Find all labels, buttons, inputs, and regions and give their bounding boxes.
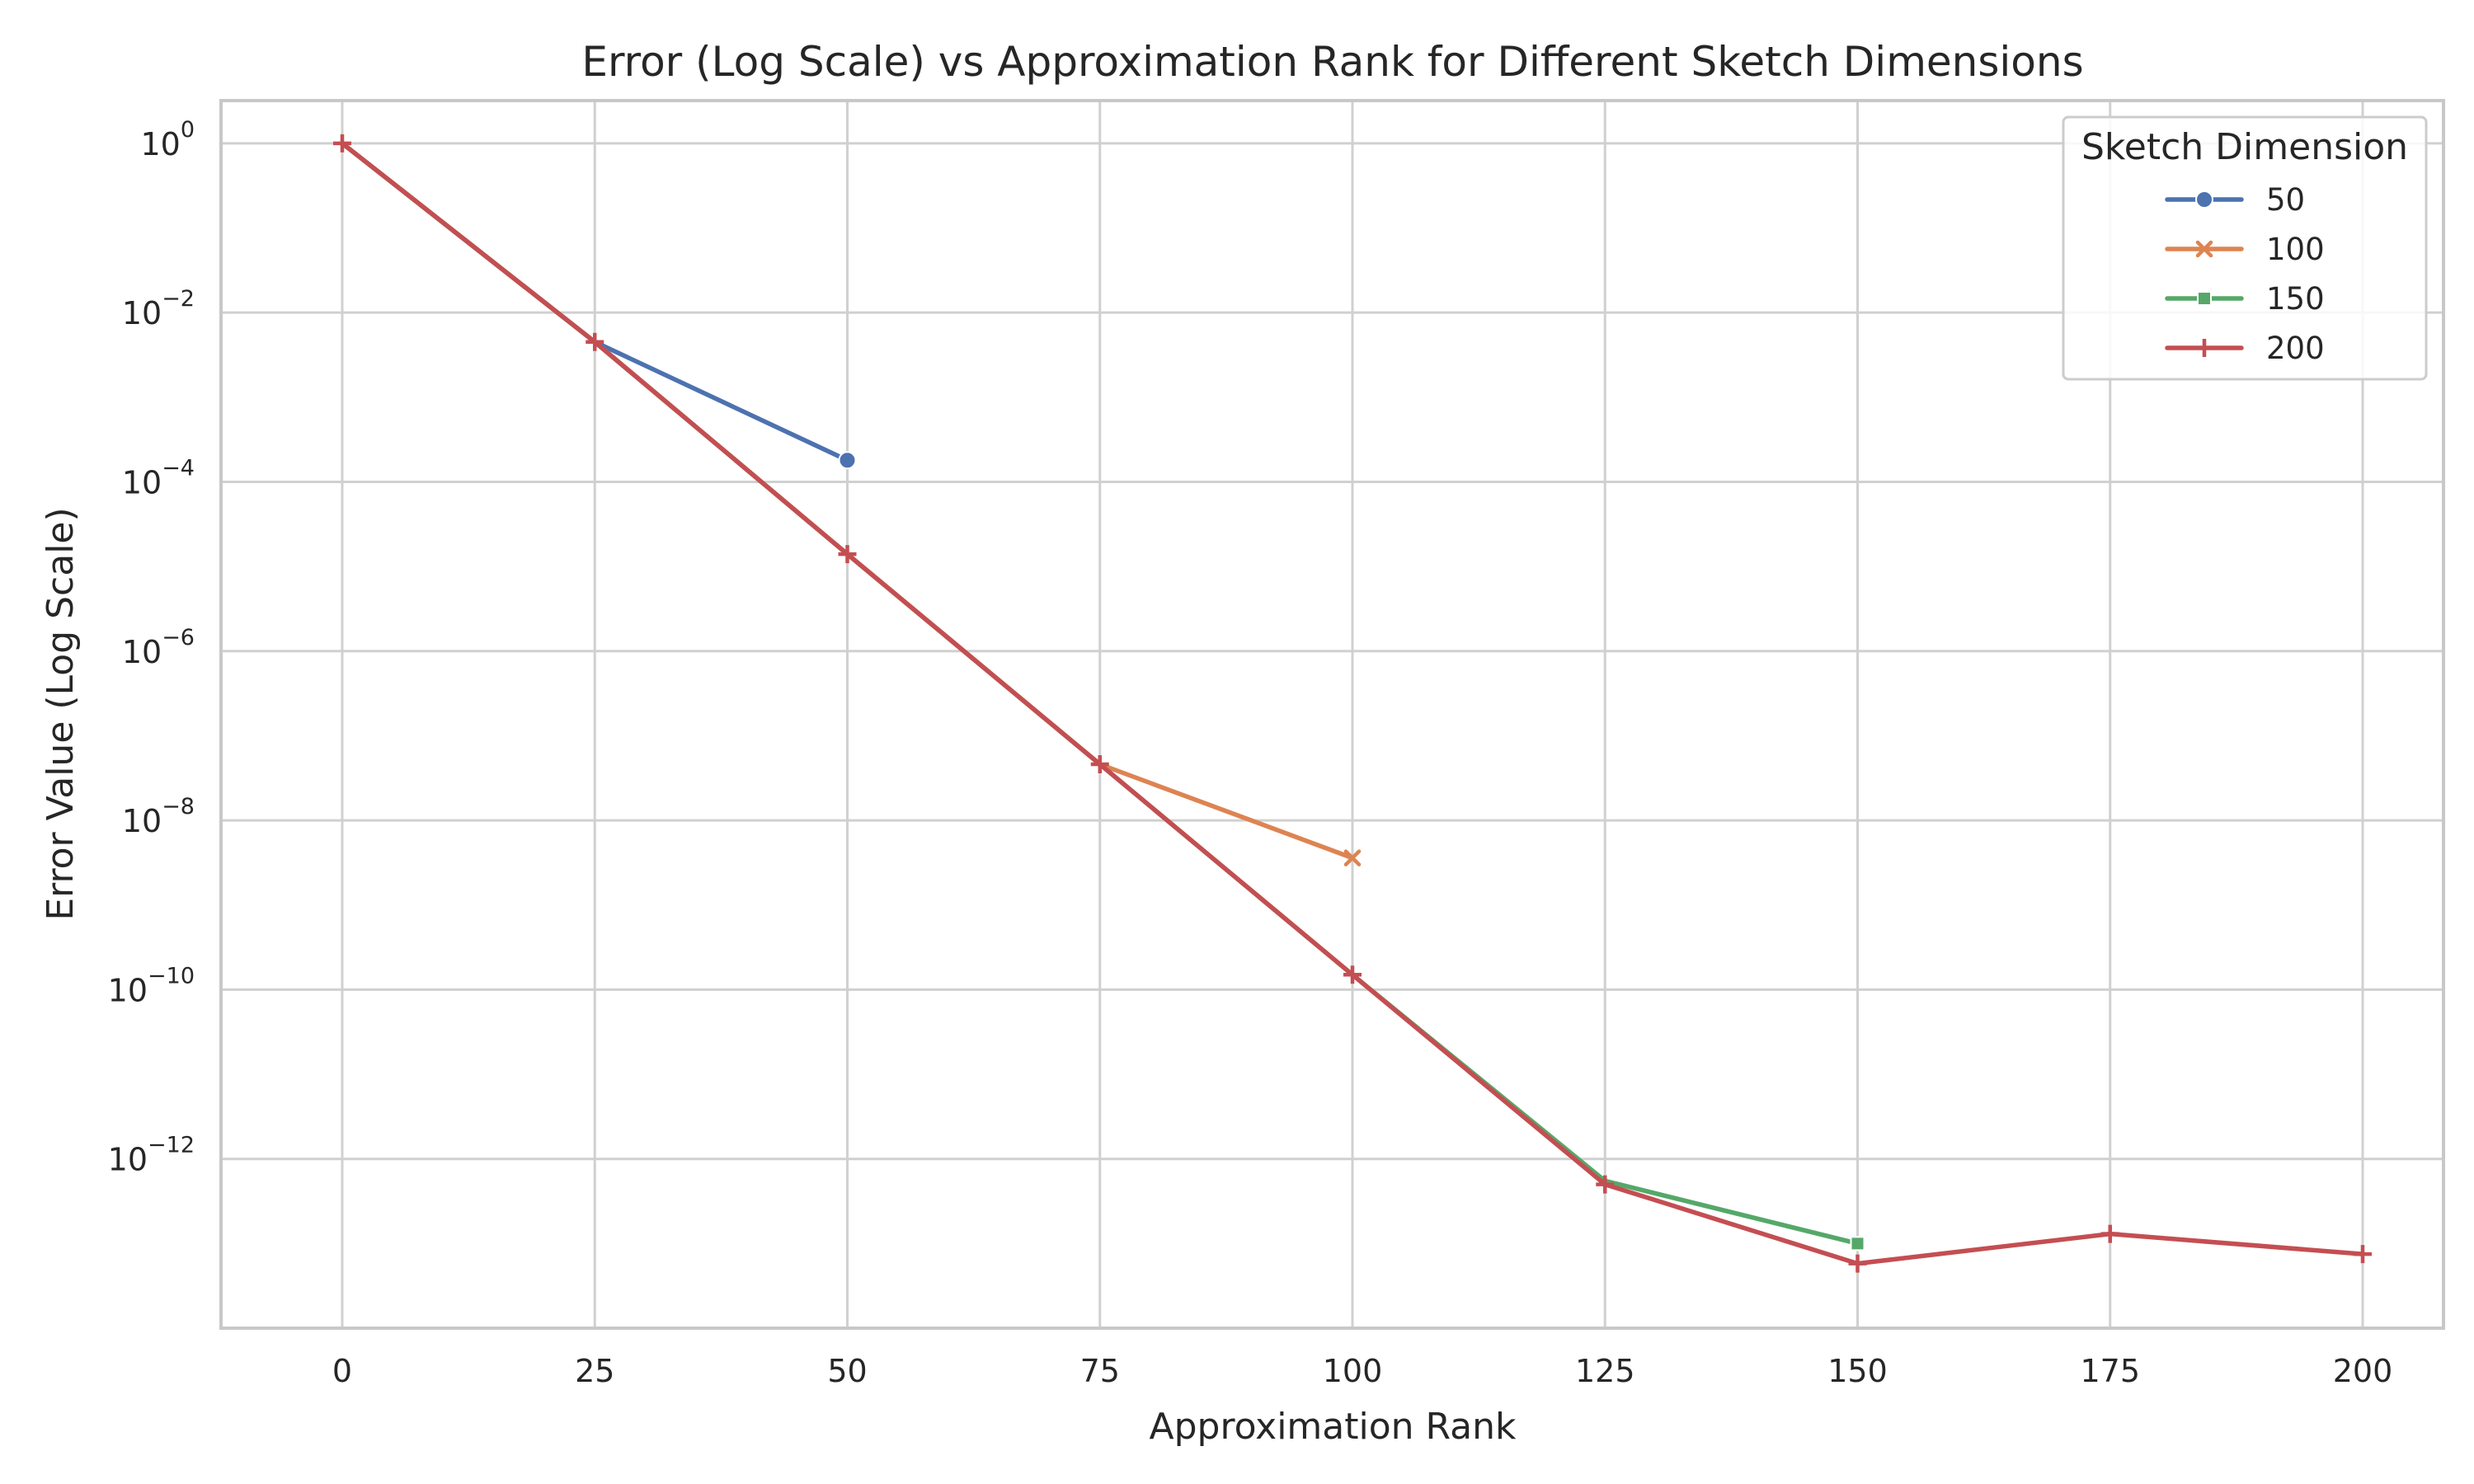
legend-entry-150: 150	[2165, 281, 2325, 317]
legend-box	[2062, 115, 2428, 381]
x-tick-label: 175	[2080, 1353, 2140, 1389]
x-tick-label: 0	[332, 1353, 352, 1389]
data-point-200	[1596, 1175, 1615, 1194]
data-point-200	[1090, 755, 1109, 774]
data-point-200	[1848, 1254, 1867, 1273]
chart-title: Error (Log Scale) vs Approximation Rank …	[581, 38, 2083, 86]
legend-title: Sketch Dimension	[2081, 126, 2408, 168]
legend-marker	[2197, 291, 2212, 306]
y-tick-label: 10−8	[122, 794, 195, 839]
plot-frame	[219, 99, 2445, 1330]
data-point-150	[1850, 1236, 1865, 1252]
series-200	[333, 134, 2372, 1273]
y-tick-label: 10−10	[108, 963, 195, 1008]
legend-label: 150	[2266, 281, 2325, 317]
legend-entries: 50 100 150 200	[2165, 182, 2325, 366]
data-point-200	[1343, 965, 1362, 984]
legend-label: 50	[2266, 182, 2305, 218]
x-tick-label: 25	[575, 1353, 614, 1389]
data-point-200	[838, 545, 857, 564]
x-tick-label: 125	[1575, 1353, 1635, 1389]
legend-entry-100: 100	[2165, 232, 2325, 267]
legend-marker	[2195, 339, 2213, 357]
legend-entry-50: 50	[2165, 182, 2305, 218]
legend-label: 200	[2266, 331, 2325, 366]
legend-marker	[2195, 190, 2213, 209]
data-point-100	[1343, 849, 1362, 866]
data-point-200	[2100, 1224, 2119, 1243]
y-tick-label: 10−4	[122, 455, 195, 500]
x-tick-label: 75	[1080, 1353, 1120, 1389]
tick-labels: 0 25 50 75 100 125 150 175 200 100 10−2 10−4 10−6 10−…	[108, 117, 2393, 1389]
x-axis-label: Approximation Rank	[1150, 1406, 1517, 1448]
y-tick-label: 10−6	[122, 625, 195, 670]
data-point-50	[838, 451, 857, 470]
x-tick-label: 100	[1323, 1353, 1383, 1389]
legend-marker	[2195, 240, 2213, 258]
y-tick-label: 10−2	[122, 286, 195, 331]
legend-entry-200: 200	[2165, 331, 2325, 366]
series-layer	[333, 134, 2372, 1273]
data-point-200	[2354, 1245, 2372, 1264]
data-point-200	[586, 332, 604, 351]
y-tick-label: 10−12	[108, 1133, 195, 1178]
legend: Sketch Dimension 50 100 150 200	[2062, 115, 2428, 381]
x-tick-label: 200	[2333, 1353, 2393, 1389]
x-tick-label: 50	[827, 1353, 867, 1389]
legend-label: 100	[2266, 232, 2325, 267]
data-point-200	[333, 134, 351, 153]
y-axis-label: Error Value (Log Scale)	[40, 507, 82, 920]
x-tick-label: 150	[1827, 1353, 1888, 1389]
y-tick-label: 100	[140, 117, 195, 162]
